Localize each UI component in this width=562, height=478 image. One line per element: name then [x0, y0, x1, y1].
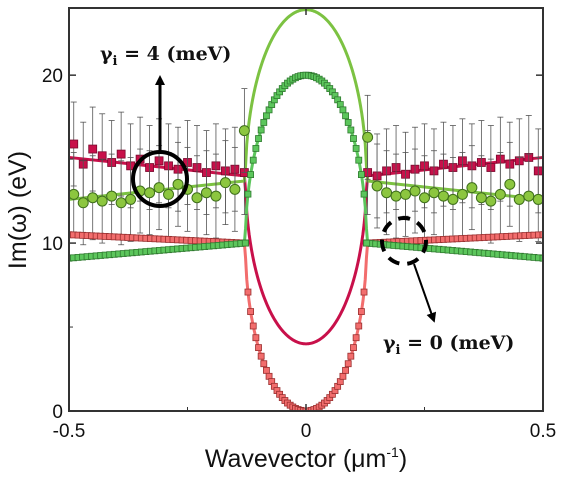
- data-point: [200, 187, 212, 199]
- data-point: [210, 190, 222, 202]
- data-point: [456, 188, 468, 200]
- data-point: [257, 352, 265, 360]
- data-point: [523, 190, 535, 202]
- data-point: [77, 197, 89, 209]
- data-point: [339, 372, 347, 380]
- data-point: [263, 366, 270, 374]
- data-point: [400, 188, 412, 200]
- data-point: [409, 185, 421, 197]
- data-point: [260, 360, 268, 368]
- x-tick-label: -0.5: [53, 421, 86, 442]
- data-point: [371, 180, 383, 192]
- data-point: [255, 344, 262, 352]
- data-point: [247, 308, 255, 315]
- data-point: [88, 144, 98, 154]
- x-tick-label: 0: [301, 421, 312, 442]
- y-tick-label: 0: [52, 402, 63, 423]
- data-point: [257, 126, 265, 134]
- data-point: [249, 156, 257, 164]
- data-point: [144, 187, 156, 199]
- data-point: [357, 308, 365, 315]
- data-point: [355, 322, 363, 330]
- data-point: [539, 254, 543, 262]
- data-point: [466, 182, 478, 194]
- data-point: [347, 126, 355, 134]
- data-point: [355, 156, 363, 164]
- annotation-label-gamma4: γi = 4 (meV): [100, 43, 231, 69]
- data-point: [96, 195, 108, 207]
- data-point: [163, 188, 175, 200]
- data-point: [69, 139, 79, 149]
- series-curve-3: [69, 233, 543, 411]
- x-axis-label: Wavevector (μm-1): [205, 444, 407, 473]
- data-point: [247, 171, 255, 178]
- data-point: [350, 344, 357, 352]
- data-point: [352, 145, 360, 152]
- data-point: [347, 352, 355, 360]
- annotation-arrow-gamma0: [413, 263, 437, 323]
- data-point: [252, 145, 260, 152]
- data-point: [494, 188, 506, 200]
- data-point: [504, 178, 516, 190]
- data-point: [447, 193, 459, 205]
- data-point: [339, 106, 347, 114]
- data-point: [532, 193, 543, 205]
- data-point: [191, 192, 203, 204]
- data-point: [344, 119, 352, 126]
- data-point: [428, 187, 440, 199]
- annotation-label-gamma0: γi = 0 (meV): [383, 332, 514, 358]
- data-point: [475, 192, 487, 204]
- y-axis-label: Im(ω) (eV): [4, 151, 32, 269]
- annotation-layer: γi = 4 (meV) γi = 0 (meV): [100, 43, 514, 358]
- data-point: [263, 112, 270, 120]
- data-point: [362, 131, 374, 143]
- data-point: [539, 231, 543, 239]
- data-point: [513, 193, 525, 205]
- data-point: [241, 239, 249, 247]
- marker-series-3: [69, 231, 543, 411]
- data-point: [360, 190, 368, 198]
- data-series-layer: [69, 8, 543, 411]
- data-point: [363, 239, 371, 247]
- data-point: [115, 197, 127, 209]
- marker-series-2: [69, 88, 543, 246]
- data-point: [97, 151, 107, 161]
- data-point: [344, 360, 352, 368]
- annotation-ellipse-gamma0: [380, 216, 428, 266]
- data-point: [390, 190, 402, 202]
- data-point: [229, 183, 241, 195]
- data-point: [153, 182, 165, 194]
- data-point: [419, 192, 430, 204]
- data-point: [238, 125, 250, 137]
- data-point: [255, 135, 262, 142]
- data-point: [116, 149, 126, 159]
- data-point: [342, 112, 349, 120]
- data-point: [360, 288, 368, 296]
- data-point: [219, 177, 231, 189]
- data-point: [381, 187, 393, 199]
- data-point: [342, 366, 349, 374]
- data-point: [252, 334, 260, 342]
- y-tick-label: 10: [42, 234, 63, 255]
- data-point: [244, 288, 252, 296]
- marker-series-4: [69, 71, 543, 262]
- data-point: [350, 135, 357, 142]
- data-point: [125, 193, 137, 205]
- data-point: [244, 190, 252, 198]
- data-point: [352, 334, 360, 342]
- data-point: [437, 190, 449, 202]
- data-point: [87, 192, 99, 204]
- data-point: [485, 195, 497, 207]
- data-point: [249, 322, 257, 330]
- data-point: [260, 119, 268, 126]
- y-tick-label: 20: [42, 66, 63, 87]
- data-point: [357, 171, 365, 178]
- data-point: [69, 188, 80, 200]
- x-tick-label: 0.5: [530, 421, 556, 442]
- data-point: [106, 190, 118, 202]
- data-point: [172, 178, 184, 190]
